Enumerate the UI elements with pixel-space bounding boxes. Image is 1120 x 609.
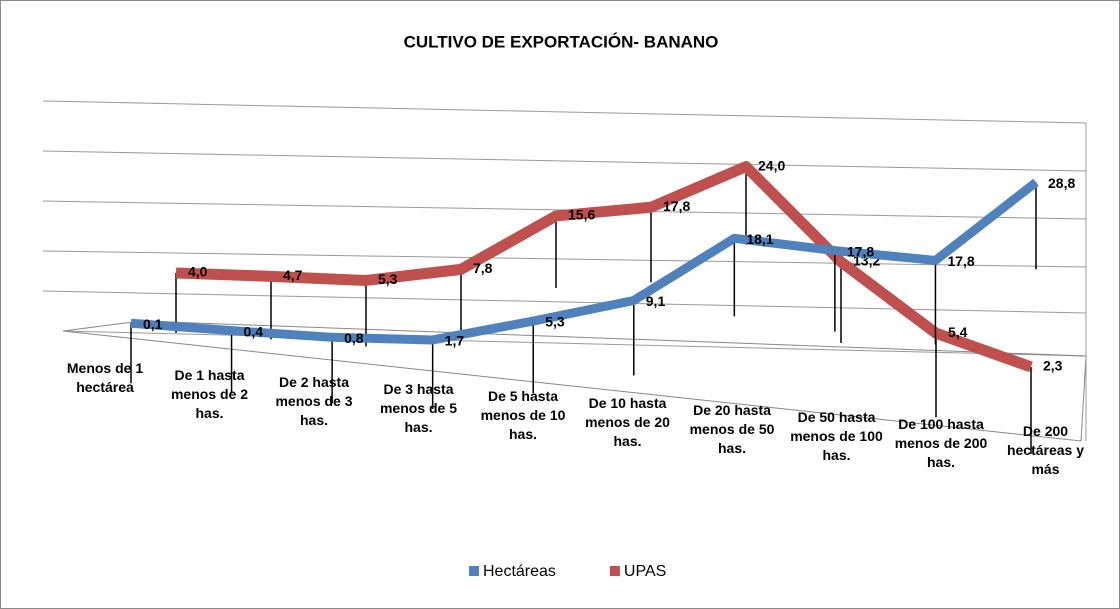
x-tick-label: De 50 hasta menos de 100 has. [790,409,883,463]
x-tick-label: De 20 hasta menos de 50 has. [689,402,775,456]
legend-label: UPAS [624,563,666,580]
x-tick-label: De 2 hasta menos de 3 has. [275,374,353,428]
data-label: 0,1 [143,316,163,332]
data-label: 4,0 [188,264,208,280]
x-tick-label: De 100 hasta menos de 200 has. [894,416,988,470]
legend-label: Hectáreas [483,563,556,580]
data-label: 0,4 [244,323,264,339]
data-label: 5,3 [378,271,398,287]
legend-swatch [469,566,479,576]
legend-swatch [609,566,620,576]
x-tick-label: De 3 hasta menos de 5 has. [379,381,458,435]
series-line [130,178,1039,345]
data-label: 17,8 [947,253,974,269]
data-label: 2,3 [1043,358,1063,374]
data-label: 5,4 [948,324,968,340]
chart-title: CULTIVO DE EXPORTACIÓN- BANANO [404,32,719,51]
data-label: 17,8 [663,198,690,214]
data-label: 1,7 [445,333,465,349]
data-label: 9,1 [646,293,666,309]
data-label: 0,8 [344,330,364,346]
x-tick-label: De 5 hasta menos de 10 has. [480,388,566,442]
x-tick-label: De 10 hasta menos de 20 has. [585,395,670,449]
data-label: 28,8 [1048,175,1075,191]
data-label: 7,8 [473,260,493,276]
data-label: 17,8 [847,243,874,259]
data-label: 5,3 [545,314,565,330]
x-tick-label: De 200 hectáreas y más [1006,423,1085,477]
data-label: 24,0 [758,157,785,173]
x-tick-label: Menos de 1 hectárea [66,360,144,395]
x-tick-label: De 1 hasta menos de 2 has. [170,367,249,421]
series-line [175,161,1033,373]
data-label: 4,7 [283,267,303,283]
data-label: 15,6 [568,207,595,223]
data-label: 18,1 [746,231,773,247]
